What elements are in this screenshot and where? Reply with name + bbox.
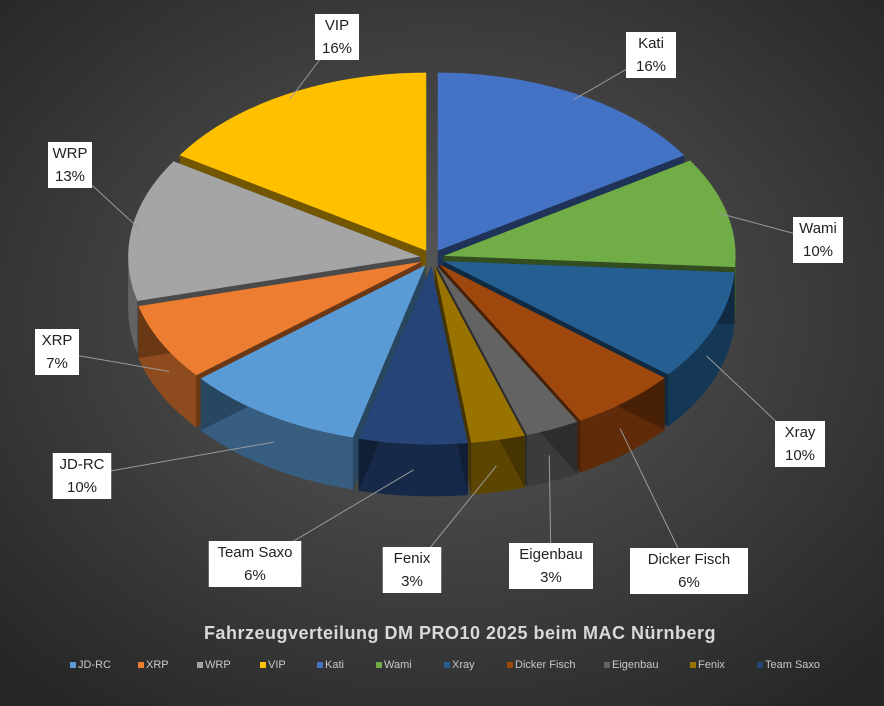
label-value: 3% xyxy=(540,569,562,586)
label-value: 6% xyxy=(678,574,700,591)
slice xyxy=(358,266,468,445)
legend: JD-RC XRP WRP VIP Kati Wami Xray Dicker Fisch Ei… xyxy=(70,659,820,671)
slice-side xyxy=(735,255,736,320)
slice xyxy=(200,265,426,438)
label-name: Eigenbau xyxy=(519,546,582,563)
slice xyxy=(439,264,665,421)
legend-swatch xyxy=(604,662,610,668)
label-name: Wami xyxy=(799,220,837,237)
label-value: 16% xyxy=(636,58,666,75)
label-name: Fenix xyxy=(394,550,431,567)
label-box xyxy=(509,543,593,589)
leader-line xyxy=(619,428,690,572)
label-box xyxy=(382,547,442,593)
label-value: 6% xyxy=(244,567,266,584)
label-box xyxy=(208,541,302,587)
legend-label: Xray xyxy=(452,659,475,671)
legend-label: Dicker Fisch xyxy=(515,659,576,671)
legend-swatch xyxy=(138,662,144,668)
chart-title: Fahrzeugverteilung DM PRO10 2025 beim MA… xyxy=(204,623,716,643)
slice-side xyxy=(128,256,138,353)
label-box xyxy=(793,217,843,263)
label-name: Team Saxo xyxy=(217,544,292,561)
label-box xyxy=(775,421,825,467)
data-labels: JD-RC 10% XRP 7% WRP 13% VIP 16% Kati 16% Wami 10% X… xyxy=(35,14,843,594)
label-value: 3% xyxy=(401,573,423,590)
label-name: VIP xyxy=(325,17,349,34)
slice xyxy=(138,261,422,376)
legend-label: Wami xyxy=(384,659,412,671)
legend-label: XRP xyxy=(146,659,169,671)
legend-label: JD-RC xyxy=(78,659,111,671)
legend-swatch xyxy=(317,662,323,668)
legend-swatch xyxy=(260,662,266,668)
slice-side xyxy=(668,272,735,427)
slice xyxy=(437,72,685,251)
legend-swatch xyxy=(444,662,450,668)
label-box xyxy=(35,329,79,375)
legend-label: Team Saxo xyxy=(765,659,820,671)
label-box xyxy=(315,14,359,60)
slice xyxy=(443,160,736,268)
label-value: 7% xyxy=(46,355,68,372)
slice xyxy=(179,72,427,251)
pie xyxy=(128,72,736,497)
legend-label: Fenix xyxy=(698,659,725,671)
label-box xyxy=(52,453,112,499)
legend-swatch xyxy=(70,662,76,668)
legend-swatch xyxy=(690,662,696,668)
slice xyxy=(443,261,735,375)
label-value: 13% xyxy=(55,168,85,185)
legend-label: VIP xyxy=(268,659,286,671)
legend-label: Kati xyxy=(325,659,344,671)
legend-swatch xyxy=(197,662,203,668)
label-box xyxy=(630,548,748,594)
label-box xyxy=(48,142,92,188)
label-name: JD-RC xyxy=(60,456,105,473)
slice xyxy=(128,161,421,301)
label-value: 10% xyxy=(803,243,833,260)
label-value: 16% xyxy=(322,40,352,57)
label-name: Xray xyxy=(785,424,816,441)
leader-line xyxy=(81,441,274,477)
slice xyxy=(434,266,525,443)
legend-swatch xyxy=(376,662,382,668)
legend-label: WRP xyxy=(205,659,231,671)
label-name: Kati xyxy=(638,35,664,52)
label-name: WRP xyxy=(53,145,88,162)
legend-label: Eigenbau xyxy=(612,659,659,671)
slice-side xyxy=(358,438,468,497)
label-box xyxy=(626,32,676,78)
label-name: XRP xyxy=(42,332,73,349)
label-name: Dicker Fisch xyxy=(648,551,731,568)
legend-swatch xyxy=(757,662,763,668)
legend-swatch xyxy=(507,662,513,668)
label-value: 10% xyxy=(67,479,97,496)
slice xyxy=(436,265,578,435)
label-value: 10% xyxy=(785,447,815,464)
